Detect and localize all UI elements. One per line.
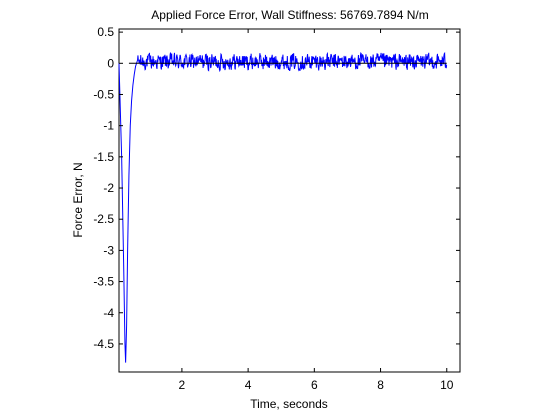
series-group [118, 51, 448, 363]
x-tick-label: 6 [311, 378, 318, 392]
x-tick-label: 8 [377, 378, 384, 392]
y-axis-label: Force Error, N [71, 162, 85, 237]
x-axis-label: Time, seconds [250, 397, 328, 411]
y-tick-label: -4.5 [93, 337, 114, 351]
y-tick-label: -2 [103, 181, 114, 195]
y-tick-label: -1.5 [93, 150, 114, 164]
x-tick-label: 4 [245, 378, 252, 392]
x-axis-ticks: 2 4 6 8 10 [179, 29, 454, 392]
y-tick-label: -0.5 [93, 87, 114, 101]
y-axis-ticks: 0.5 0 -0.5 -1 -1.5 -2 -2.5 -3 -3.5 -4 -4.5 [93, 25, 460, 351]
y-tick-label: -4 [103, 306, 114, 320]
axes-box [118, 28, 461, 373]
plot-area: 2 4 6 8 10 0.5 0 -0.5 -1 -1.5 -2 -2.5 -3 -3.5 -4 -4.5 [93, 25, 461, 392]
y-tick-label: 0 [107, 56, 114, 70]
y-tick-label: -3.5 [93, 275, 114, 289]
force-error-series-line [118, 51, 448, 363]
y-tick-label: 0.5 [97, 25, 114, 39]
x-tick-label: 2 [179, 378, 186, 392]
x-tick-label: 10 [440, 378, 454, 392]
y-tick-label: -2.5 [93, 212, 114, 226]
chart-title: Applied Force Error, Wall Stiffness: 567… [151, 8, 428, 22]
y-tick-label: -3 [103, 243, 114, 257]
y-tick-label: -1 [103, 119, 114, 133]
